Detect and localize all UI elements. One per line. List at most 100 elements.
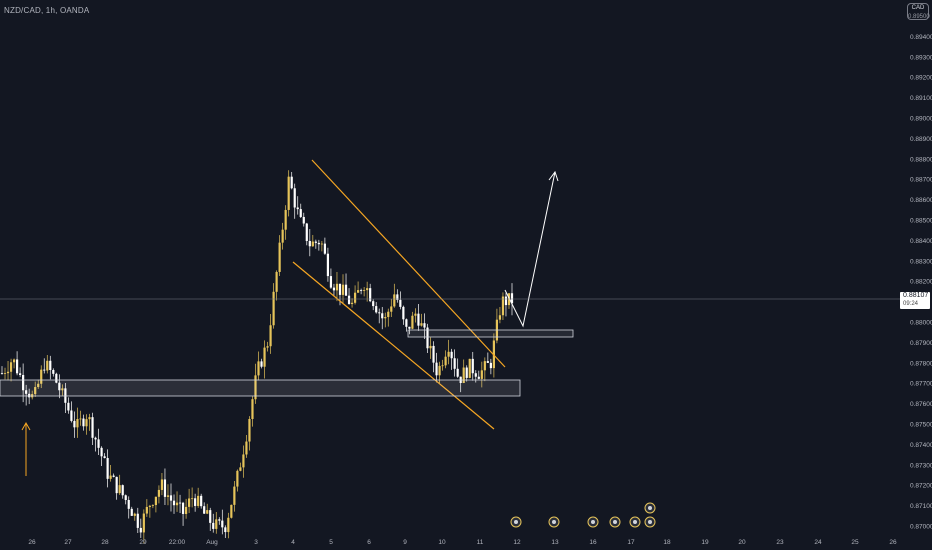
event-icon-dot: [591, 520, 595, 524]
candle-body: [224, 527, 227, 533]
candle-body: [178, 502, 182, 504]
y-tick-label: 0.88900: [910, 136, 932, 143]
candle-body: [109, 475, 112, 479]
candle-body: [70, 410, 73, 421]
x-tick-label: 26: [889, 539, 897, 546]
event-icon-dot: [648, 506, 652, 510]
time-axis[interactable]: 26 27 28 29 22:00 Aug 3 4 5 6 9 10 11 12 13 16 17 18 19 20 2…: [28, 539, 897, 546]
candle-body: [381, 313, 384, 319]
symbol-label: NZD/CAD, 1h, OANDA: [4, 6, 90, 15]
channel-lower-line: [292, 261, 495, 430]
candle-body: [28, 393, 31, 398]
candle-body: [236, 470, 239, 487]
candle-body: [239, 467, 242, 471]
x-tick-label: 12: [513, 539, 521, 546]
x-tick-label: 3: [254, 539, 258, 546]
candle-body: [465, 367, 468, 378]
x-tick-label: 19: [701, 539, 709, 546]
candle-body: [22, 374, 25, 391]
candle-body: [115, 476, 118, 494]
candle-body: [181, 502, 185, 514]
candle-body: [25, 390, 28, 394]
y-tick-label: 0.89000: [910, 116, 932, 123]
candle-body: [378, 312, 381, 314]
candle-body: [329, 276, 333, 288]
candle-body: [52, 370, 55, 374]
y-tick-label: 0.89300: [910, 54, 932, 61]
currency-badge[interactable]: CAD 0.89500: [907, 3, 930, 20]
candle-body: [151, 505, 154, 506]
candle-body: [257, 361, 260, 376]
candle-body: [299, 209, 302, 217]
candle-body: [375, 306, 378, 313]
channel-upper-line: [311, 159, 506, 368]
x-tick-label: 11: [477, 539, 484, 546]
candle-body: [12, 359, 16, 363]
candle-body: [242, 454, 245, 468]
x-tick-label: 10: [438, 539, 446, 546]
candle-body: [438, 365, 441, 376]
candle-body: [227, 517, 230, 533]
candle-body: [272, 291, 275, 326]
currency-price: 0.89500: [908, 14, 930, 20]
candle-body: [191, 498, 194, 500]
candle-body: [369, 288, 372, 302]
candle-body: [55, 373, 58, 383]
candle-body: [308, 240, 311, 247]
candle-body: [139, 527, 142, 533]
candle-body: [450, 351, 453, 359]
candle-body: [230, 504, 233, 518]
candle-body: [311, 241, 314, 247]
candle-body: [293, 188, 296, 208]
y-tick-label: 0.87500: [910, 422, 932, 429]
candle-body: [344, 284, 348, 296]
event-icon-dot: [514, 520, 518, 524]
x-tick-label: 22:00: [169, 539, 186, 546]
candle-body: [103, 456, 106, 459]
y-tick-label: 0.88000: [910, 320, 932, 327]
candle-body: [471, 358, 474, 374]
candle-body: [356, 290, 360, 293]
candle-body: [88, 417, 91, 420]
candle-body: [305, 223, 308, 241]
candle-body: [43, 369, 46, 371]
candle-body: [275, 271, 278, 292]
candle-body: [335, 283, 339, 291]
candle-body: [154, 496, 158, 506]
candle-body: [423, 323, 426, 328]
candle-body: [148, 505, 151, 507]
support-zone: [0, 379, 521, 397]
candle-body: [106, 458, 109, 479]
y-tick-label: 0.87800: [910, 360, 932, 367]
candle-body: [82, 418, 85, 427]
y-tick-label: 0.88200: [910, 279, 932, 286]
candle-body: [432, 345, 435, 363]
candle-body: [254, 375, 257, 400]
candle-body: [281, 229, 284, 243]
candle-body: [474, 373, 477, 377]
candle-body: [390, 306, 393, 312]
price-axis[interactable]: 0.89400 0.89300 0.89200 0.89100 0.89000 0.889…: [910, 34, 932, 531]
x-tick-label: 4: [291, 539, 295, 546]
candle-body: [317, 242, 320, 245]
candle-body: [341, 284, 345, 295]
x-tick-label: 26: [28, 539, 36, 546]
candle-body: [64, 388, 67, 403]
candle-body: [408, 326, 411, 329]
candle-body: [480, 370, 483, 379]
candle-body: [347, 295, 351, 304]
y-tick-label: 0.87300: [910, 462, 932, 469]
currency-code: CAD: [911, 5, 925, 11]
candle-body: [405, 319, 408, 327]
candle-body: [414, 313, 417, 316]
candle-body: [200, 495, 203, 507]
candle-body: [15, 359, 19, 374]
x-tick-label: 28: [101, 539, 109, 546]
candle-body: [266, 346, 269, 348]
event-icons[interactable]: [510, 502, 656, 528]
candle-body: [112, 475, 115, 477]
candle-body: [73, 420, 76, 428]
candle-body: [206, 510, 209, 514]
candle-body: [130, 508, 133, 516]
